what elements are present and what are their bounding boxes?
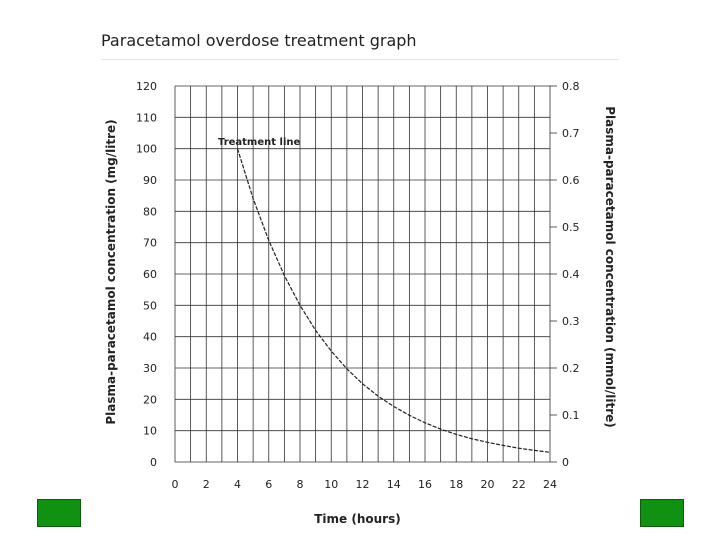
x-tick-label: 12 xyxy=(356,478,370,491)
y-tick-label: 50 xyxy=(143,299,157,312)
title-divider xyxy=(101,59,619,60)
y2-tick-label: 0.1 xyxy=(562,409,580,422)
y-tick-label: 30 xyxy=(143,362,157,375)
nav-prev-button[interactable] xyxy=(37,499,81,527)
y2-tick-label: 0.5 xyxy=(562,221,580,234)
y2-tick-label: 0.7 xyxy=(562,127,580,140)
x-tick-label: 24 xyxy=(543,478,557,491)
y2-tick-label: 0.3 xyxy=(562,315,580,328)
x-tick-label: 2 xyxy=(203,478,210,491)
treatment-line-curve xyxy=(236,148,551,453)
y-tick-label: 70 xyxy=(143,237,157,250)
x-tick-label: 22 xyxy=(512,478,526,491)
y2-tick-label: 0.2 xyxy=(562,362,580,375)
y-axis-title: Plasma-paracetamol concentration (mg/lit… xyxy=(104,119,118,424)
y-tick-label: 90 xyxy=(143,174,157,187)
y-tick-label: 120 xyxy=(136,80,157,93)
x-tick-label: 4 xyxy=(234,478,241,491)
y-tick-label: 40 xyxy=(143,331,157,344)
nav-next-button[interactable] xyxy=(640,499,684,527)
x-axis-title: Time (hours) xyxy=(314,512,400,526)
x-tick-label: 14 xyxy=(387,478,401,491)
treatment-line-label: Treatment line xyxy=(218,137,301,148)
page-title: Paracetamol overdose treatment graph xyxy=(101,31,417,50)
x-tick-label: 10 xyxy=(324,478,338,491)
x-tick-label: 0 xyxy=(172,478,179,491)
x-tick-label: 8 xyxy=(297,478,304,491)
x-tick-label: 18 xyxy=(449,478,463,491)
y2-tick-label: 0.4 xyxy=(562,268,580,281)
x-tick-label: 16 xyxy=(418,478,432,491)
y-tick-label: 80 xyxy=(143,205,157,218)
y2-tick-label: 0.6 xyxy=(562,174,580,187)
x-tick-label: 20 xyxy=(481,478,495,491)
y-tick-label: 0 xyxy=(150,456,157,469)
y-tick-label: 20 xyxy=(143,393,157,406)
x-tick-label: 6 xyxy=(265,478,272,491)
y-tick-label: 110 xyxy=(136,111,157,124)
y-tick-label: 10 xyxy=(143,425,157,438)
y2-axis-title: Plasma-paracetamol concentration (mmol/l… xyxy=(603,106,617,428)
y2-tick-label: 0.8 xyxy=(562,80,580,93)
y-tick-label: 60 xyxy=(143,268,157,281)
y2-tick-label: 0 xyxy=(562,456,569,469)
y-tick-label: 100 xyxy=(136,143,157,156)
